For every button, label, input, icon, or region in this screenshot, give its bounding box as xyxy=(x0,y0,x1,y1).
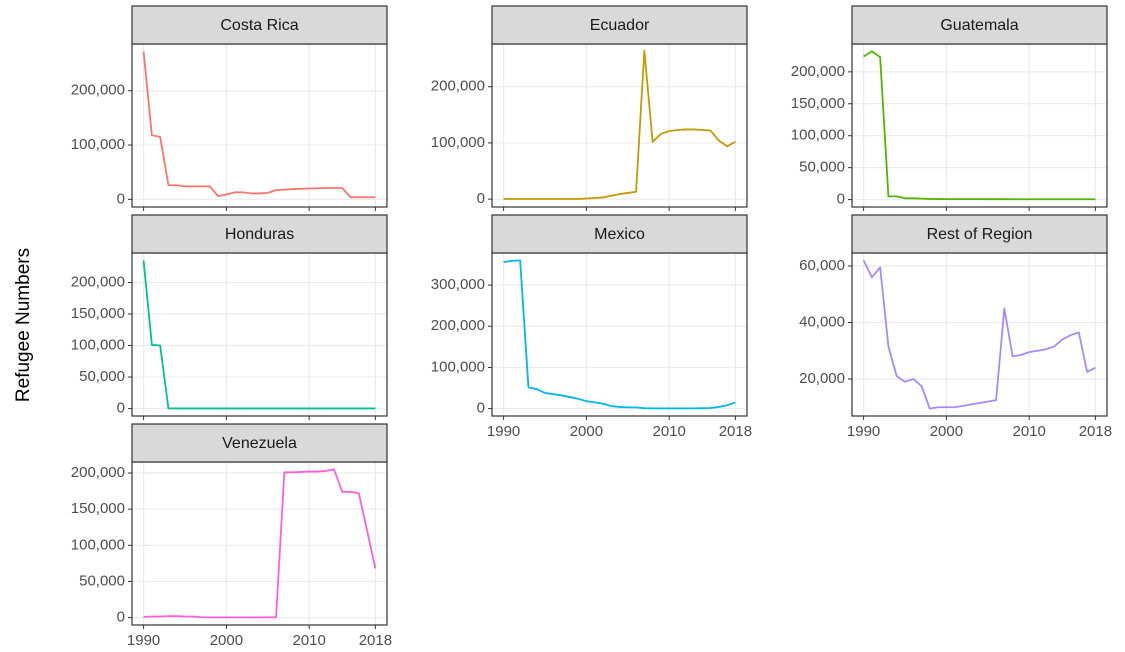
x-tick-label: 1990 xyxy=(847,423,880,440)
strip-title: Guatemala xyxy=(940,17,1018,34)
data-line xyxy=(503,49,736,200)
x-tick-label: 1990 xyxy=(487,423,520,440)
y-tick-label: 0 xyxy=(477,400,485,417)
strip-title: Venezuela xyxy=(222,435,297,452)
strip xyxy=(851,214,1108,254)
x-tick-label: 2018 xyxy=(719,423,752,440)
y-tick-label: 150,000 xyxy=(71,305,125,322)
x-tick-label: 2010 xyxy=(292,632,325,649)
data-line xyxy=(503,259,736,410)
y-tick-label: 50,000 xyxy=(79,368,125,385)
y-tick-label: 0 xyxy=(117,400,125,417)
y-tick-label: 20,000 xyxy=(799,370,845,387)
strip xyxy=(491,214,748,254)
y-tick-label: 150,000 xyxy=(71,500,125,517)
panel-background xyxy=(132,253,387,416)
y-tick-label: 100,000 xyxy=(791,127,845,144)
x-tick-label: 2010 xyxy=(1012,423,1045,440)
data-line xyxy=(863,50,1096,201)
panel-background xyxy=(852,44,1107,207)
x-tick-label: 2010 xyxy=(652,423,685,440)
strip-title: Rest of Region xyxy=(927,226,1033,243)
y-tick-label: 100,000 xyxy=(431,358,485,375)
x-tick-label: 2000 xyxy=(210,632,243,649)
x-tick-label: 2000 xyxy=(930,423,963,440)
x-tick-label: 2018 xyxy=(359,632,392,649)
y-tick-label: 0 xyxy=(837,191,845,208)
y-tick-label: 300,000 xyxy=(431,276,485,293)
y-tick-label: 0 xyxy=(117,190,125,207)
y-tick-label: 200,000 xyxy=(71,273,125,290)
panel-background xyxy=(132,462,387,625)
strip-title: Honduras xyxy=(225,226,294,243)
y-tick-label: 200,000 xyxy=(791,63,845,80)
strip xyxy=(131,5,388,45)
y-axis-label: Refugee Numbers xyxy=(13,248,34,402)
x-tick-label: 2018 xyxy=(1079,423,1112,440)
y-tick-label: 100,000 xyxy=(71,136,125,153)
y-tick-label: 200,000 xyxy=(431,78,485,95)
strip-title: Ecuador xyxy=(590,17,650,34)
y-tick-label: 150,000 xyxy=(791,95,845,112)
panel-background xyxy=(492,253,747,416)
strip-title: Costa Rica xyxy=(220,17,298,34)
data-line xyxy=(143,468,377,619)
y-tick-label: 0 xyxy=(477,190,485,207)
panel-background xyxy=(852,253,1107,416)
strip xyxy=(131,423,388,463)
strip-title: Mexico xyxy=(594,226,645,243)
x-tick-label: 1990 xyxy=(127,632,160,649)
x-tick-label: 2000 xyxy=(570,423,603,440)
y-tick-label: 200,000 xyxy=(71,464,125,481)
data-line xyxy=(862,259,1096,410)
y-tick-label: 200,000 xyxy=(431,317,485,334)
strip xyxy=(131,214,388,254)
data-line xyxy=(142,260,376,410)
y-tick-label: 100,000 xyxy=(71,337,125,354)
y-tick-label: 100,000 xyxy=(431,134,485,151)
y-tick-label: 50,000 xyxy=(799,159,845,176)
y-tick-label: 0 xyxy=(117,609,125,626)
y-tick-label: 200,000 xyxy=(71,82,125,99)
data-line xyxy=(142,51,376,199)
y-tick-label: 60,000 xyxy=(799,257,845,274)
y-tick-label: 50,000 xyxy=(79,572,125,589)
y-tick-label: 100,000 xyxy=(71,536,125,553)
strip xyxy=(491,5,748,45)
panel-background xyxy=(492,44,747,207)
y-tick-label: 40,000 xyxy=(799,313,845,330)
strip xyxy=(851,5,1108,45)
panel-background xyxy=(132,44,387,207)
